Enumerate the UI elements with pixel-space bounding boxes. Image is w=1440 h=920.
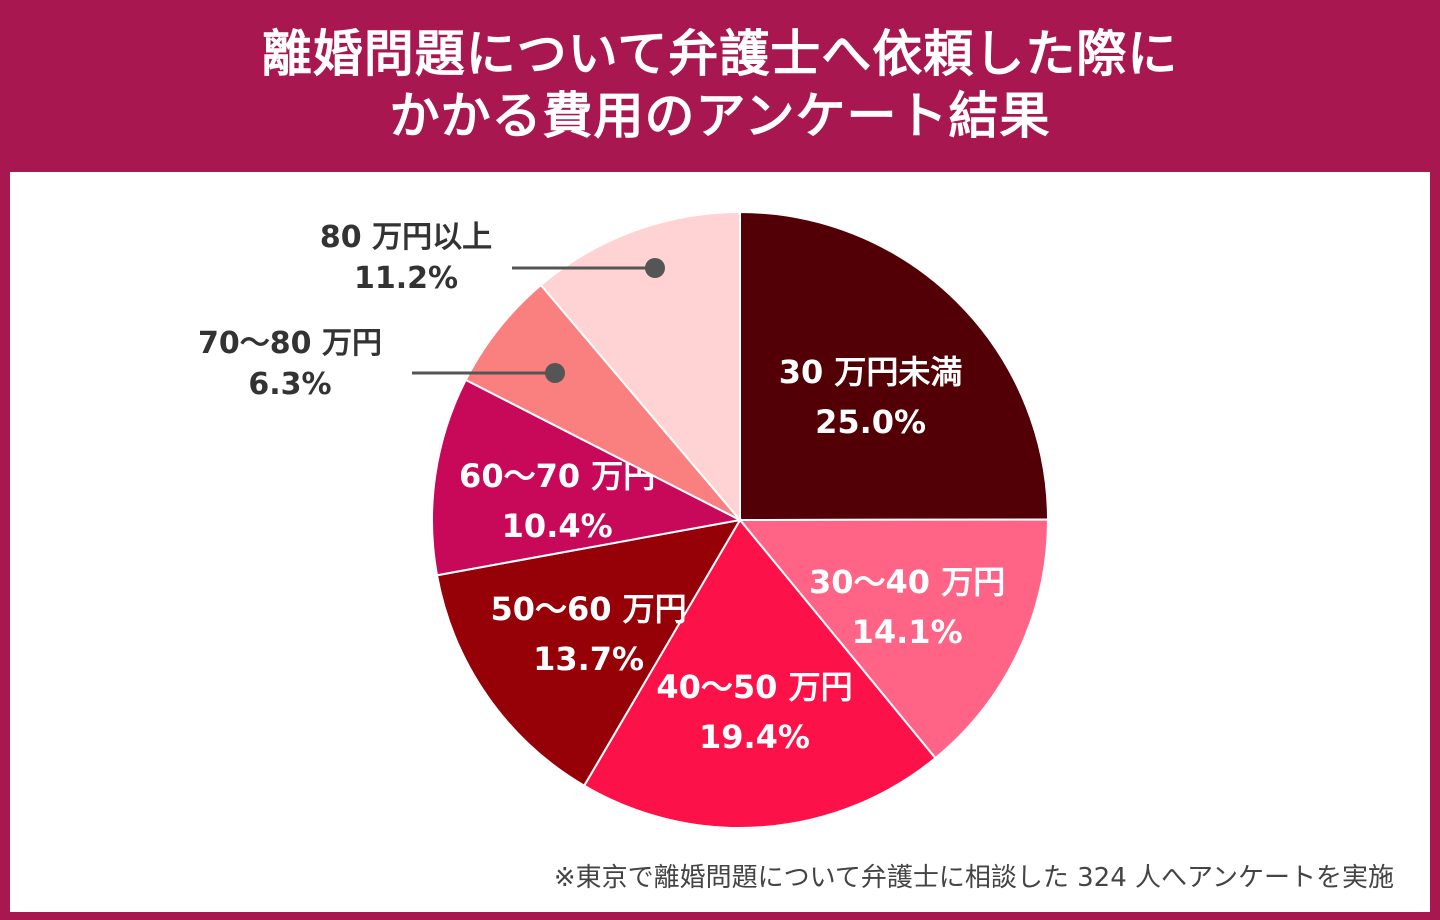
pie-slice-1 [739,210,1050,522]
slice-category-label-1: 30 万円未満 [779,353,963,391]
chart-panel: 30 万円未満 25.0% 30〜40 万円 14.1% 40〜50 万円 19.4% 50… [10,172,1430,912]
slice-value-label-7: 11.2% [354,261,458,296]
slice-category-label-2: 30〜40 万円 [809,563,1005,601]
slice-value-label-4: 13.7% [533,640,644,678]
chart-title-line-1: 離婚問題について弁護士へ依頼した際に [261,25,1179,83]
slice-category-label-5: 60〜70 万円 [459,457,655,495]
chart-title-line-2: かかる費用のアンケート結果 [389,87,1051,145]
slice-value-label-6: 6.3% [248,367,331,402]
chart-header: 離婚問題について弁護士へ依頼した際に かかる費用のアンケート結果 [0,0,1440,170]
pie-slice-6 [464,283,741,521]
slice-value-label-1: 25.0% [815,403,926,441]
slice-value-label-3: 19.4% [699,718,810,756]
pie-slice-7 [539,210,741,523]
slice-category-label-4: 50〜60 万円 [490,590,686,628]
callout-dot-6 [545,363,565,383]
pie-slice-2 [737,518,1050,760]
pie-chart: 30 万円未満 25.0% 30〜40 万円 14.1%40〜50 万円 19.4% 50… [198,210,1050,829]
callout-dot-7 [645,258,665,278]
pie-slice-5 [431,378,744,577]
slice-category-label-3: 40〜50 万円 [656,668,852,706]
slice-value-label-5: 10.4% [502,507,613,545]
pie-slice-4 [435,518,742,788]
pie-slice-3 [582,518,937,829]
slice-value-label-2: 14.1% [852,613,963,651]
slice-category-label-6: 70〜80 万円 [198,326,382,361]
survey-footnote: ※東京で離婚問題について弁護士に相談した 324 人へアンケートを実施 [553,863,1394,893]
slice-category-label-7: 80 万円以上 [320,220,492,255]
